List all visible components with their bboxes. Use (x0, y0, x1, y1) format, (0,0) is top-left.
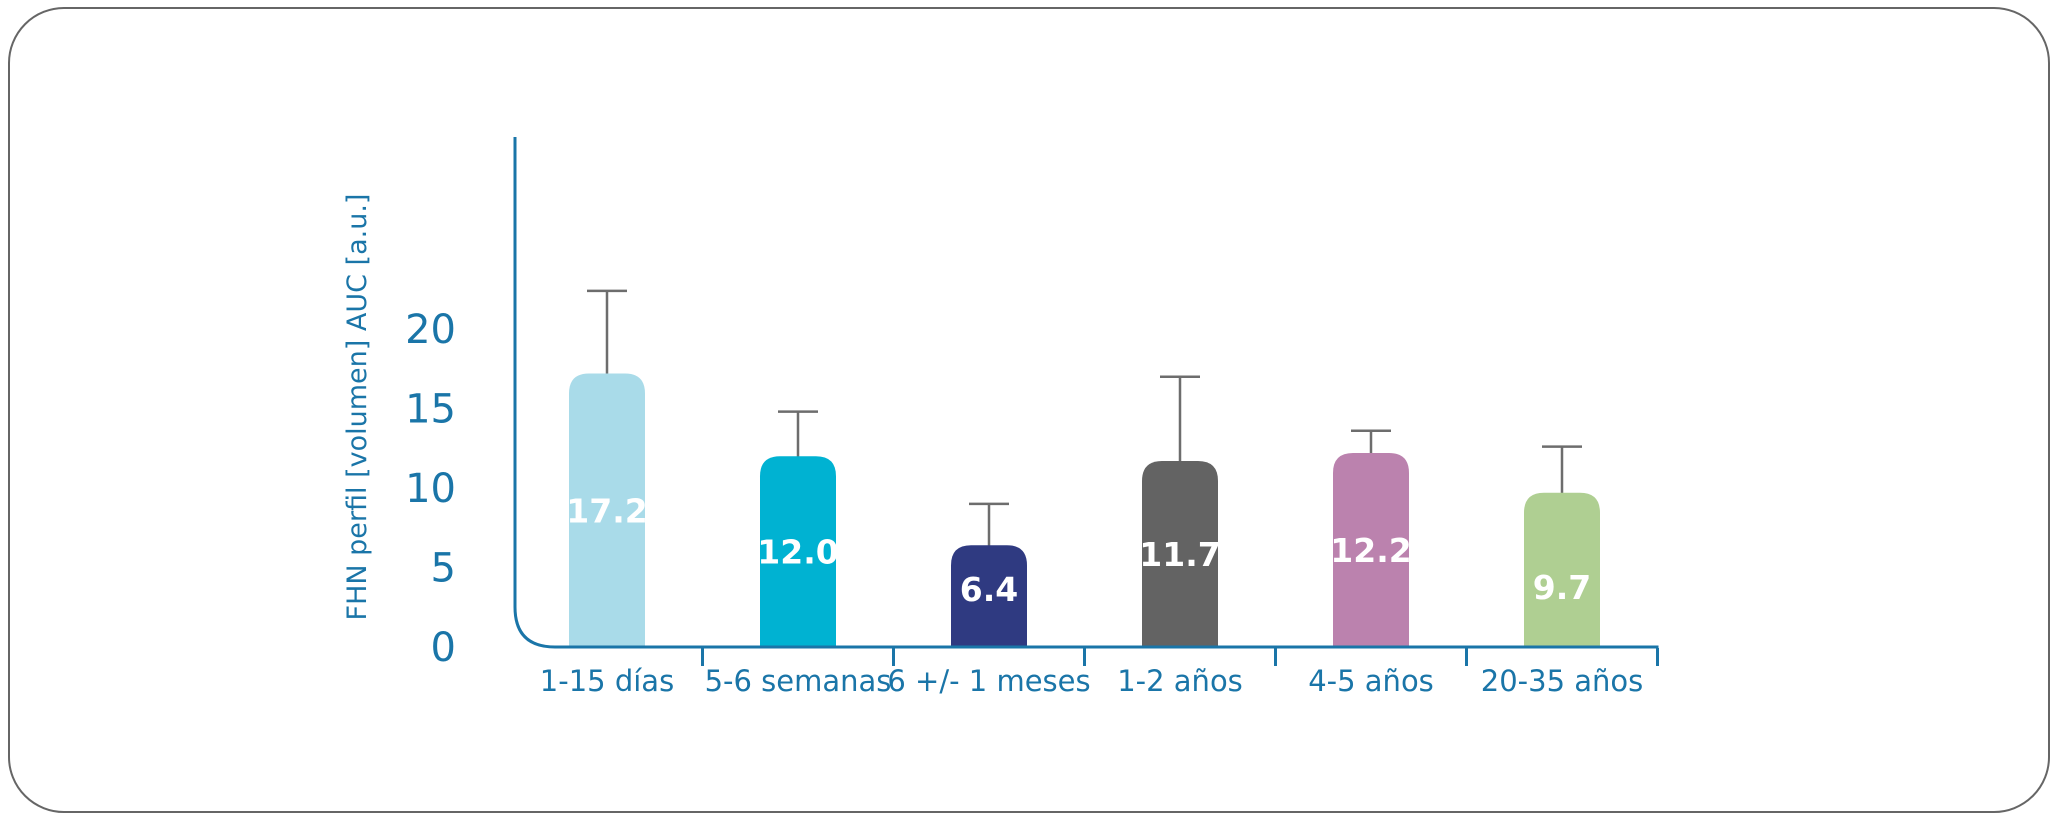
bar-value-label: 6.4 (960, 570, 1018, 609)
y-tick-label: 0 (431, 625, 456, 671)
bar (951, 545, 1027, 647)
x-category-label: 20-35 años (1481, 664, 1644, 698)
x-category-label: 4-5 años (1308, 664, 1434, 698)
axes-group (513, 137, 1659, 666)
bar (1524, 492, 1600, 647)
x-category-label: 6 +/- 1 meses (887, 664, 1090, 698)
y-axis-title: FHN perfil [volumen] AUC [a.u.] (342, 194, 373, 621)
y-tick-label: 10 (405, 466, 456, 512)
bars-group (569, 289, 1600, 647)
bar (1333, 453, 1409, 647)
bar (569, 373, 645, 647)
axis-line (513, 137, 1659, 649)
bar-value-label: 11.7 (1139, 535, 1220, 574)
bar-value-label: 12.0 (757, 533, 838, 572)
x-category-label: 5-6 semanas (705, 664, 892, 698)
slide-frame (8, 7, 2050, 813)
bar-value-label: 12.2 (1330, 531, 1411, 570)
y-tick-label: 20 (405, 307, 456, 353)
y-tick-label: 15 (405, 387, 456, 433)
x-category-label: 1-2 años (1117, 664, 1243, 698)
bar (1142, 460, 1218, 647)
y-tick-label: 5 (431, 546, 456, 592)
x-category-label: 1-15 días (540, 664, 674, 698)
bar-value-label: 17.2 (566, 491, 647, 530)
bar-value-label: 9.7 (1533, 568, 1591, 607)
labels-group: 0 5 10 15 20 17.2 1-15 días 12.0 5-6 semanas 6.4 6… (405, 307, 1643, 698)
bar (760, 456, 836, 647)
